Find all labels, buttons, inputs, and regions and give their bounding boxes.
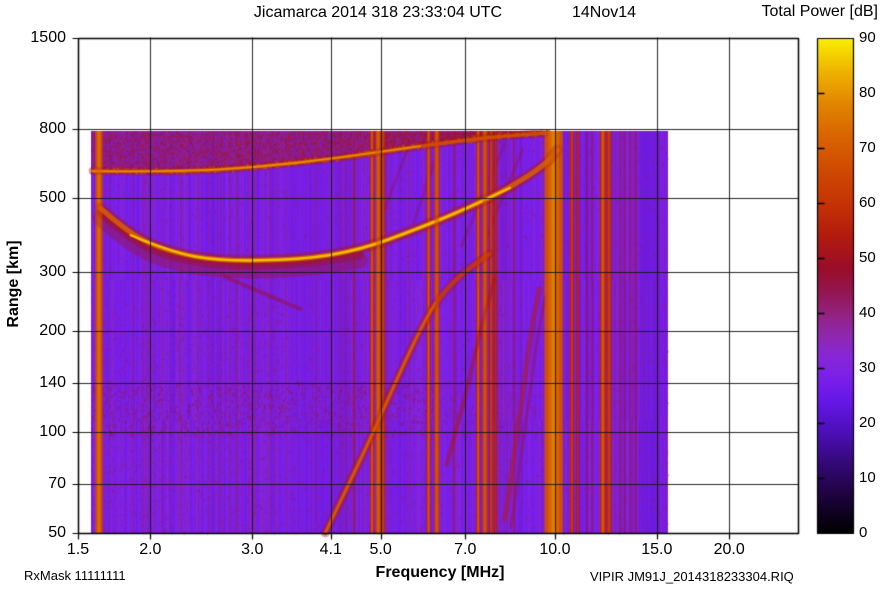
colorbar-tick-label: 90 [859,29,876,46]
x-tick-label: 3.0 [241,541,264,558]
y-axis-label: Range [km] [5,240,23,328]
colorbar-tick-label: 30 [859,359,876,376]
y-tick-label: 300 [39,263,66,281]
colorbar-tick-label: 10 [859,469,876,486]
y-tick-label: 70 [48,475,66,493]
colorbar-title: Total Power [dB] [761,3,879,20]
file-label: VIPIR JM91J_2014318233304.RIQ [590,569,794,584]
y-tick-label: 50 [48,524,66,541]
rxmask-label: RxMask 11111111 [24,568,126,583]
colorbar-tick-label: 50 [859,249,876,266]
plot-title: Jicamarca 2014 318 23:33:04 UTC [253,4,503,21]
y-tick-label: 800 [39,120,66,138]
x-tick-label: 15.0 [641,541,673,558]
x-axis-label: Frequency [MHz] [375,564,505,581]
colorbar-tick-label: 40 [859,304,876,321]
x-tick-label: 2.0 [139,541,162,558]
colorbar-tick-label: 0 [859,524,868,541]
date-label: 14Nov14 [571,4,637,21]
colorbar-tick-label: 60 [859,194,876,211]
colorbar-tick-label: 20 [859,414,876,431]
x-tick-label: 10.0 [539,541,571,558]
colorbar-tick-label: 80 [859,84,876,101]
x-tick-label: 20.0 [713,541,745,558]
y-tick-label: 200 [39,322,66,340]
colorbar-tick-label: 70 [859,139,876,156]
y-tick-label: 500 [39,188,66,206]
x-tick-label: 7.0 [454,541,477,558]
x-tick-label: 4.1 [319,541,342,558]
x-tick-label: 5.0 [369,541,392,558]
y-tick-label: 100 [39,423,66,441]
y-tick-label: 140 [39,374,66,392]
x-tick-label: 1.5 [66,541,90,558]
y-tick-label: 1500 [30,29,66,46]
